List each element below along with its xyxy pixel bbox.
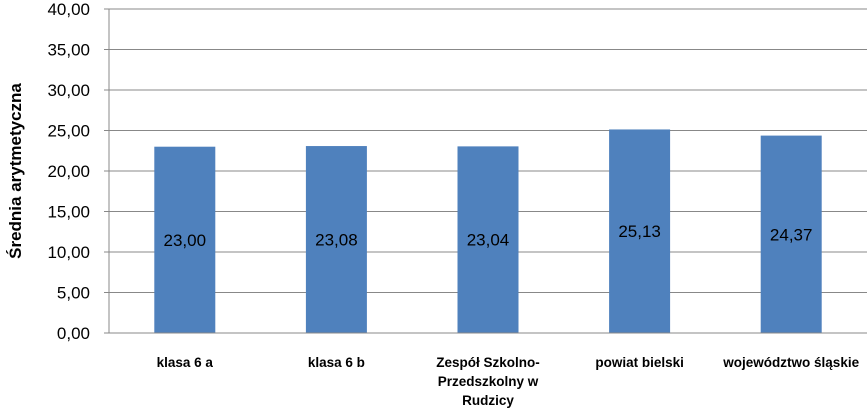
bar <box>154 146 216 333</box>
category-label: klasa 6 b <box>308 355 365 370</box>
y-tick-label: 0,00 <box>57 324 90 343</box>
y-axis-ticks: 0,00 5,00 10,00 15,00 20,00 25,00 30,00 35,00 40… <box>47 0 90 343</box>
y-tick-label: 35,00 <box>47 41 90 60</box>
data-label: 23,08 <box>315 231 358 250</box>
y-tick-label: 5,00 <box>57 284 90 303</box>
data-label: 23,04 <box>467 231 510 250</box>
bar <box>457 146 519 333</box>
category-label: powiat bielski <box>595 355 684 370</box>
y-axis-label: Średnia arytmetyczna <box>6 83 25 259</box>
bar <box>609 129 671 333</box>
x-axis-categories: klasa 6 a klasa 6 b Zespół Szkolno- Przedsz… <box>157 355 860 408</box>
data-label: 25,13 <box>618 222 661 241</box>
category-label: Rudzicy <box>462 393 514 408</box>
category-label: Przedszkolny w <box>438 374 539 389</box>
y-tick-label: 20,00 <box>47 162 90 181</box>
data-label: 23,00 <box>164 231 207 250</box>
category-label: klasa 6 a <box>157 355 214 370</box>
category-label: Zespół Szkolno- <box>436 355 540 370</box>
y-tick-label: 15,00 <box>47 203 90 222</box>
y-tick-label: 25,00 <box>47 122 90 141</box>
data-labels: 23,00 23,08 23,04 25,13 24,37 <box>164 222 813 250</box>
category-label: województwo śląskie <box>722 355 859 370</box>
y-tick-label: 40,00 <box>47 0 90 19</box>
bar <box>760 135 822 333</box>
bars <box>154 129 822 333</box>
bar <box>305 146 367 333</box>
data-label: 24,37 <box>770 225 813 244</box>
y-tick-label: 10,00 <box>47 243 90 262</box>
y-tick-label: 30,00 <box>47 81 90 100</box>
